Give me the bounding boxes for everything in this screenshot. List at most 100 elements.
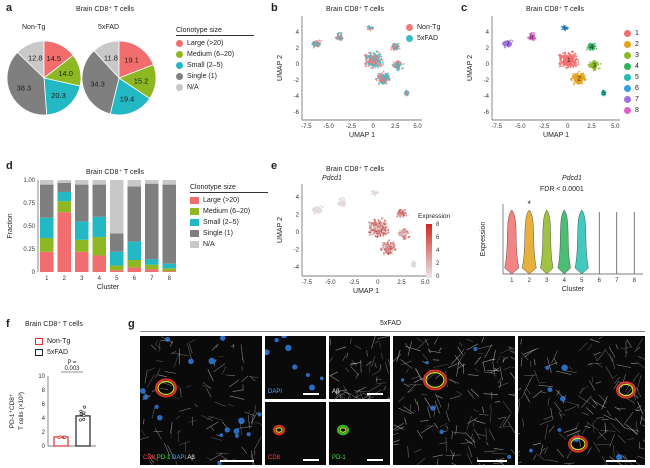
micrograph-pd1-texture bbox=[337, 424, 349, 436]
umap-point bbox=[393, 43, 396, 46]
texture-strand bbox=[241, 358, 245, 364]
umap-point bbox=[383, 245, 386, 248]
colorbar-tick: 0 bbox=[436, 274, 440, 280]
umap-point bbox=[400, 63, 403, 66]
legend-row: 3 bbox=[624, 50, 639, 61]
umap-point bbox=[315, 40, 318, 42]
x-tick-label: -2.5 bbox=[346, 124, 357, 130]
bar-segment bbox=[145, 259, 159, 265]
umap-point bbox=[314, 208, 316, 210]
x-tick-label: 2.5 bbox=[391, 124, 400, 130]
texture-strand bbox=[535, 453, 546, 462]
umap-point bbox=[381, 59, 384, 61]
bar-segment bbox=[57, 180, 71, 183]
texture-strand bbox=[202, 385, 211, 389]
texture-strand bbox=[601, 396, 608, 410]
umap-point bbox=[338, 202, 341, 205]
umap-point bbox=[575, 55, 578, 58]
umap-point bbox=[403, 62, 405, 65]
umap-point bbox=[392, 63, 395, 66]
texture-strand bbox=[366, 350, 368, 357]
micrograph-zoom-1-texture bbox=[393, 336, 515, 465]
texture-strand bbox=[466, 343, 479, 351]
texture-strand bbox=[414, 368, 424, 382]
texture-strand bbox=[140, 454, 141, 456]
legend-dot bbox=[406, 35, 413, 42]
umap-point bbox=[388, 239, 390, 242]
label-cd8: CD8 bbox=[143, 455, 156, 461]
texture-strand bbox=[614, 417, 626, 429]
texture-strand bbox=[151, 407, 156, 419]
texture-strand bbox=[419, 420, 429, 422]
umap-point bbox=[381, 61, 384, 63]
pie-slice bbox=[118, 40, 155, 79]
umap-point bbox=[571, 77, 574, 80]
texture-strand bbox=[465, 438, 474, 445]
umap-point bbox=[582, 77, 584, 80]
y-tick-label: 10 bbox=[38, 374, 45, 380]
y-axis-label: UMAP 2 bbox=[277, 55, 284, 81]
umap-point bbox=[378, 62, 381, 65]
micrograph-cd8-texture bbox=[273, 424, 285, 436]
umap-point bbox=[312, 43, 314, 45]
legend-dot bbox=[176, 84, 183, 91]
legend-dot bbox=[624, 52, 631, 59]
texture-strand bbox=[466, 453, 473, 465]
texture-strand bbox=[502, 356, 509, 360]
umap-point bbox=[392, 247, 394, 250]
texture-strand bbox=[416, 457, 426, 465]
texture-strand bbox=[250, 376, 256, 382]
texture-strand bbox=[164, 442, 171, 457]
cell-ring-inner bbox=[339, 427, 347, 433]
texture-strand bbox=[362, 392, 371, 397]
umap-point bbox=[381, 225, 384, 227]
data-point bbox=[79, 409, 83, 413]
legend-swatch bbox=[190, 208, 199, 215]
umap-point bbox=[372, 233, 374, 236]
micrograph-merge: CD8 PD-1 DAPI Aβ bbox=[140, 336, 262, 465]
umap-point bbox=[364, 63, 367, 66]
umap-point bbox=[402, 214, 405, 217]
umap-point bbox=[502, 43, 505, 45]
texture-strand bbox=[368, 396, 374, 399]
umap-point bbox=[529, 33, 532, 36]
umap-point bbox=[372, 222, 375, 224]
texture-strand bbox=[548, 425, 555, 433]
umap-point bbox=[402, 229, 404, 231]
y-axis-label: UMAP 2 bbox=[277, 217, 284, 243]
texture-strand bbox=[497, 377, 503, 384]
umap-point bbox=[313, 46, 315, 49]
umap-point bbox=[369, 227, 371, 230]
legend-label: 2 bbox=[635, 41, 639, 48]
y-tick-label: 4 bbox=[486, 30, 490, 36]
legend-title: Clonotype size bbox=[190, 184, 268, 193]
umap-point bbox=[373, 231, 376, 234]
umap-point bbox=[592, 47, 595, 50]
texture-strand bbox=[533, 369, 540, 384]
texture-strand bbox=[621, 347, 632, 349]
texture-strand bbox=[474, 356, 482, 365]
texture-strand bbox=[147, 452, 159, 462]
legend-label: Medium (6–20) bbox=[187, 51, 235, 58]
umap-point bbox=[364, 62, 367, 64]
umap-point bbox=[586, 48, 589, 51]
umap-point bbox=[387, 231, 390, 234]
umap-point bbox=[387, 253, 390, 255]
texture-strand bbox=[424, 397, 431, 407]
texture-strand bbox=[598, 431, 607, 440]
pie-slice bbox=[6, 51, 48, 116]
texture-strand bbox=[436, 395, 443, 399]
colorbar-tick: 6 bbox=[436, 235, 440, 241]
texture-strand bbox=[581, 412, 589, 416]
texture-strand bbox=[154, 428, 162, 440]
umap-point bbox=[395, 61, 398, 63]
texture-strand bbox=[564, 462, 575, 465]
legend-b: Non-Tg 5xFAD bbox=[406, 22, 440, 44]
nucleus bbox=[507, 454, 512, 459]
legend-dot bbox=[624, 30, 631, 37]
legend-label: Small (2–5) bbox=[203, 219, 239, 226]
umap-point bbox=[563, 28, 566, 31]
umap-point bbox=[398, 47, 401, 50]
texture-strand bbox=[366, 361, 372, 366]
texture-strand bbox=[210, 426, 215, 432]
